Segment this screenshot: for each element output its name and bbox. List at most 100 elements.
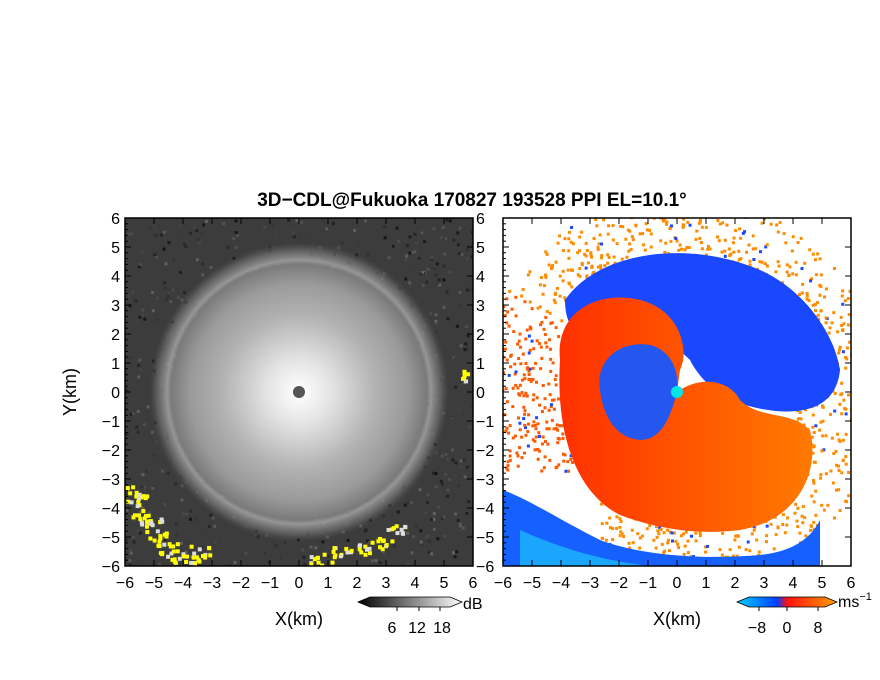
velocity-speckle-pixel — [528, 300, 532, 304]
velocity-speckle-pixel — [784, 241, 788, 245]
snr-high-pixel — [197, 547, 202, 552]
velocity-speckle-pixel — [543, 397, 547, 401]
y-tick-label-right: 2 — [476, 327, 485, 344]
velocity-speckle-pixel — [835, 432, 839, 436]
velocity-speckle-pixel — [585, 276, 589, 280]
velocity-speckle-pixel — [828, 326, 832, 330]
velocity-speckle-pixel — [536, 457, 540, 461]
snr-high-pixel — [400, 530, 405, 535]
velocity-speckle-pixel — [706, 247, 710, 251]
velocity-speckle-pixel — [584, 254, 588, 258]
velocity-speckle-pixel — [499, 439, 502, 442]
x-tick-label: 4 — [789, 575, 798, 592]
velocity-speckle-pixel — [508, 449, 512, 453]
velocity-speckle-pixel — [743, 230, 747, 234]
velocity-speckle-pixel — [807, 299, 811, 303]
velocity-speckle-pixel — [776, 525, 780, 529]
velocity-speckle-pixel — [820, 503, 824, 507]
velocity-speckle-pixel — [745, 207, 748, 210]
velocity-speckle-pixel — [816, 252, 820, 256]
velocity-speckle-pixel — [842, 398, 846, 402]
snr-noise-pixel — [132, 296, 136, 300]
velocity-speckle-pixel — [700, 225, 704, 229]
velocity-speckle-pixel — [548, 311, 552, 315]
velocity-speckle-pixel — [862, 364, 865, 367]
velocity-speckle-pixel — [558, 424, 562, 428]
snr-high-pixel — [462, 373, 467, 378]
y-tick-label: 5 — [111, 240, 120, 257]
velocity-speckle-pixel — [832, 452, 836, 456]
snr-noise-pixel — [458, 290, 462, 294]
velocity-speckle-pixel — [855, 458, 858, 461]
snr-high-pixel — [464, 379, 469, 384]
velocity-speckle-pixel — [717, 577, 720, 580]
snr-noise-pixel — [446, 317, 450, 321]
velocity-speckle-pixel — [597, 242, 601, 246]
velocity-speckle-pixel — [686, 551, 690, 555]
velocity-speckle-pixel — [670, 539, 674, 543]
velocity-speckle-pixel — [649, 232, 653, 236]
snr-noise-pixel — [470, 244, 473, 248]
snr-noise-pixel — [364, 219, 368, 223]
velocity-speckle-pixel — [811, 425, 815, 429]
velocity-colorbar-tick-label: 8 — [814, 620, 823, 637]
snr-noise-pixel — [465, 511, 469, 515]
velocity-speckle-pixel — [686, 579, 689, 582]
velocity-speckle-pixel — [503, 305, 506, 309]
velocity-speckle-pixel — [748, 549, 752, 553]
velocity-speckle-pixel — [833, 409, 837, 413]
velocity-speckle-pixel — [845, 500, 849, 504]
snr-high-pixel — [185, 554, 190, 559]
velocity-speckle-pixel — [539, 323, 543, 327]
velocity-speckle-pixel — [824, 472, 828, 476]
velocity-speckle-pixel — [819, 309, 823, 313]
velocity-speckle-pixel — [524, 391, 528, 395]
velocity-colorbar-bar — [735, 596, 839, 608]
snr-noise-pixel — [167, 291, 171, 295]
velocity-speckle-pixel — [631, 238, 635, 242]
velocity-speckle-pixel — [867, 443, 870, 446]
velocity-speckle-pixel — [682, 218, 686, 221]
velocity-speckle-pixel — [545, 310, 549, 314]
velocity-speckle-pixel — [665, 220, 669, 224]
velocity-speckle-pixel — [732, 236, 736, 240]
snr-noise-pixel — [209, 265, 213, 269]
velocity-speckle-pixel — [561, 432, 565, 436]
velocity-speckle-pixel — [859, 431, 862, 434]
velocity-speckle-pixel — [648, 524, 652, 528]
snr-noise-pixel — [405, 254, 409, 258]
snr-noise-pixel — [164, 298, 168, 302]
velocity-speckle-pixel — [631, 541, 635, 545]
snr-high-pixel — [376, 539, 381, 544]
snr-noise-pixel — [467, 425, 471, 429]
velocity-speckle-pixel — [539, 276, 543, 280]
velocity-speckle-pixel — [599, 264, 603, 268]
snr-noise-pixel — [426, 534, 430, 538]
velocity-speckle-pixel — [717, 239, 721, 243]
snr-high-pixel — [152, 538, 157, 543]
snr-colorbar-unit: dB — [463, 596, 483, 613]
snr-noise-pixel — [195, 258, 199, 262]
velocity-speckle-pixel — [778, 221, 782, 225]
velocity-speckle-pixel — [549, 369, 553, 373]
velocity-speckle-pixel — [531, 398, 535, 402]
snr-noise-pixel — [423, 240, 427, 244]
velocity-speckle-pixel — [506, 468, 510, 472]
x-tick-label: −2 — [232, 575, 250, 592]
velocity-speckle-pixel — [606, 253, 610, 257]
velocity-speckle-pixel — [499, 446, 502, 449]
velocity-speckle-pixel — [669, 239, 673, 243]
snr-high-pixel — [177, 556, 182, 561]
snr-high-pixel — [461, 376, 466, 381]
velocity-speckle-pixel — [840, 294, 844, 298]
snr-high-pixel — [125, 486, 130, 491]
velocity-speckle-pixel — [554, 326, 558, 330]
velocity-speckle-pixel — [543, 439, 547, 443]
velocity-speckle-pixel — [522, 373, 526, 377]
x-tick-label: 6 — [847, 575, 856, 592]
snr-high-patches — [125, 369, 471, 566]
velocity-speckle-pixel — [800, 291, 804, 295]
velocity-speckle-pixel — [845, 346, 849, 350]
snr-noise-pixel — [437, 278, 441, 282]
velocity-speckle-pixel — [636, 532, 640, 536]
